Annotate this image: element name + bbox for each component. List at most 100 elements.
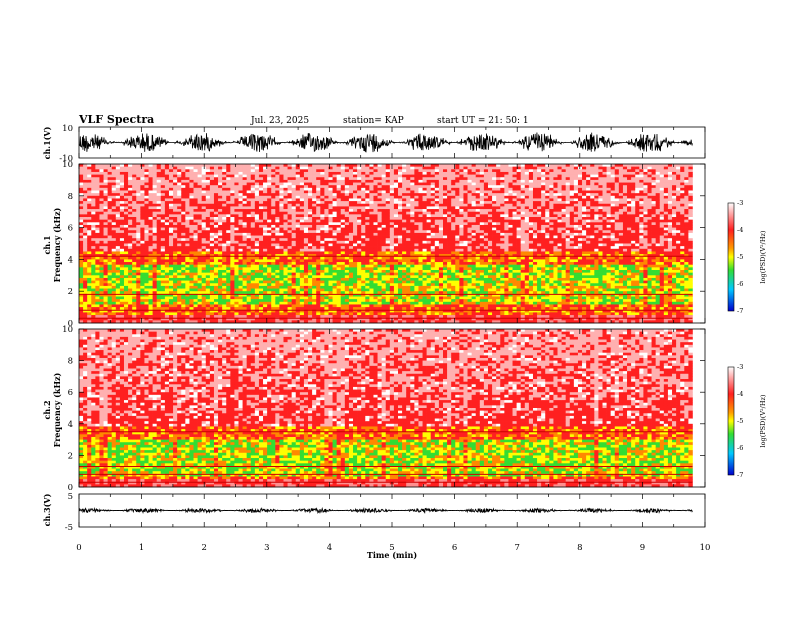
spec-cell-1-1833 [201,251,207,255]
spec-cell-1-2849 [271,240,276,244]
spec-cell-1-2082 [218,275,223,279]
spec-cell-1-2661 [258,219,264,223]
spec-cell-1-3954 [344,307,350,311]
spec-cell-1-685 [123,230,129,234]
spec-cell-1-3454 [312,254,317,258]
spec-cell-1-3417 [308,315,313,318]
spec-cell-1-2942 [279,169,284,173]
spec-cell-1-48 [79,291,84,295]
spec-cell-1-2453 [242,304,247,308]
spec-cell-1-438 [107,211,113,215]
spec-cell-1-2545 [250,230,256,234]
spec-cell-1-3113 [287,304,292,308]
spec-cell-1-1838 [201,264,207,268]
spec-cell-1-2362 [238,222,243,226]
spec-cell-1-3912 [344,195,350,199]
spec-cell-1-3328 [303,238,309,242]
spec-cell-1-2303 [234,224,239,228]
spec-cell-1-4288 [369,238,374,242]
spec-cell-1-4969 [414,293,419,297]
spec-cell-1-44 [79,280,84,284]
spec-cell-1-4513 [385,198,391,202]
ch1-waveform-trace [78,132,693,153]
spec-cell-1-1707 [193,235,198,239]
spec-cell-1-2164 [226,174,231,178]
spec-cell-1-4871 [410,193,415,197]
spec-cell-1-4096 [357,206,362,210]
spec-cell-1-621 [119,219,125,223]
spec-cell-1-4305 [369,283,374,287]
spec-cell-1-2859 [271,267,276,271]
spec-cell-1-3683 [328,224,333,228]
spec-cell-1-4532 [385,248,391,252]
spec-cell-1-632 [119,248,125,252]
spec-cell-1-306 [99,179,104,183]
spec-cell-1-757 [128,262,133,265]
spec-cell-1-4508 [385,185,391,189]
spec-cell-1-455 [107,256,113,260]
spec-cell-1-2624 [254,280,260,284]
spec-cell-1-4511 [385,193,391,197]
spec-cell-1-1559 [181,320,186,324]
spec-cell-1-3905 [344,177,350,181]
spec-cell-1-3023 [283,224,288,228]
spec-cell-1-4023 [353,171,358,175]
spec-cell-1-1383 [173,171,178,175]
spec-cell-1-1670 [189,296,194,300]
spec-cell-1-1934 [209,201,215,205]
spec-cell-1-1507 [181,182,186,186]
spec-cell-1-2654 [258,201,264,205]
spec-cell-1-2803 [267,277,272,281]
spec-cell-1-1513 [181,198,186,202]
spec-cell-1-1820 [201,217,207,220]
spec-cell-1-2414 [242,201,247,205]
spec-cell-1-3361 [308,166,313,170]
spec-cell-1-1067 [148,288,153,292]
spec-cell-1-4132 [357,301,362,305]
spec-cell-1-4263 [369,171,374,175]
spec-cell-1-3648 [324,291,329,295]
spec-cell-1-1740 [197,164,202,167]
spec-cell-1-3559 [320,214,325,218]
spec-cell-1-735 [128,203,133,207]
spec-cell-1-4011 [348,299,354,303]
spec-cell-1-4800 [406,164,411,167]
spec-cell-1-4643 [393,224,399,228]
spec-cell-1-2471 [246,193,252,197]
spec-cell-1-1927 [209,182,215,186]
spec-cell-1-986 [144,232,149,236]
spec-cell-1-205 [91,230,96,234]
spec-cell-1-4312 [369,301,374,305]
spec-cell-1-4478 [381,264,387,268]
spec-cell-1-3730 [332,190,337,194]
spec-cell-1-4038 [353,211,358,215]
spec-cell-1-4704 [398,227,403,231]
spec-cell-1-4907 [410,288,415,292]
spec-cell-1-3093 [287,251,292,255]
spec-cell-1-2024 [213,280,219,284]
spec-cell-1-3446 [312,232,317,236]
spec-cell-1-507 [111,235,117,239]
spec-cell-1-1467 [177,235,182,239]
spec-cell-1-1071 [148,299,153,303]
spec-cell-1-696 [123,259,129,263]
spec-cell-1-1737 [193,315,198,318]
spec-cell-1-858 [136,211,141,215]
spec-cell-1-1796 [197,312,202,316]
spec-cell-1-1912 [205,301,211,305]
spec-cell-1-320 [99,217,104,220]
spec-cell-1-2703 [263,171,268,175]
spec-cell-1-3303 [303,171,309,175]
spec-cell-1-4188 [361,291,366,295]
spec-cell-1-2004 [213,227,219,231]
spec-cell-1-1704 [193,227,198,231]
spec-cell-1-3468 [312,291,317,295]
spec-cell-1-52 [79,301,84,305]
spec-cell-1-4571 [389,193,395,197]
spec-cell-1-1280 [164,217,170,220]
spec-cell-1-3137 [291,209,297,212]
spec-cell-1-319 [99,214,104,218]
spec-cell-1-2503 [246,277,252,281]
spec-cell-1-4934 [414,201,419,205]
spec-cell-1-1892 [205,248,211,252]
